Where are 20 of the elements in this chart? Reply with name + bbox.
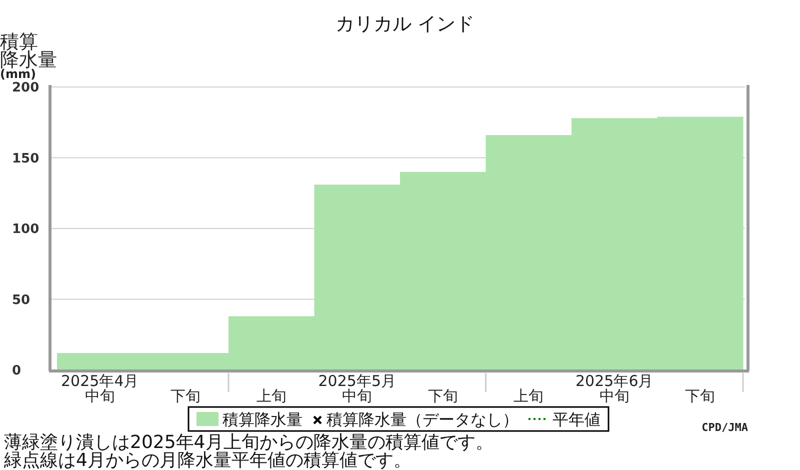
- chart-title: カリカル インド: [335, 13, 475, 35]
- y-tick-label: 150: [12, 151, 40, 166]
- x-tick-label: 上旬: [256, 387, 286, 405]
- x-tick-label: 2025年6月中旬: [576, 372, 654, 405]
- x-tick-label: 下旬: [428, 387, 458, 405]
- y-tick-label: 200: [12, 80, 40, 96]
- legend-label: 積算降水量（データなし）: [326, 410, 518, 429]
- x-tick-label: 2025年4月中旬: [61, 372, 139, 405]
- y-tick-label: 50: [12, 292, 30, 308]
- text: CPD/JMA: [702, 421, 748, 434]
- legend-label: 平年値: [552, 410, 600, 429]
- x-tick-label: 下旬: [685, 387, 716, 405]
- x-tick-label: 上旬: [514, 387, 544, 405]
- text: 緑点線は4月からの月降水量平年値の積算値です。: [3, 450, 412, 470]
- x-tick-label: 下旬: [170, 387, 201, 405]
- y-axis-title: 積算降水量(mm): [0, 31, 57, 81]
- y-tick-label: 100: [12, 222, 40, 237]
- legend-label: 積算降水量: [222, 410, 302, 429]
- y-tick-label: 0: [12, 364, 22, 378]
- x-tick-label: 2025年5月中旬: [318, 372, 396, 405]
